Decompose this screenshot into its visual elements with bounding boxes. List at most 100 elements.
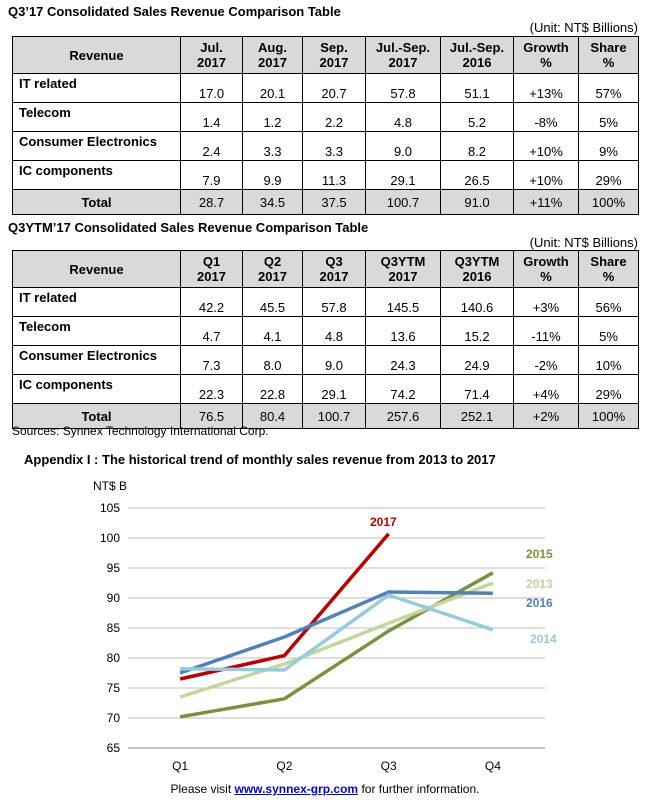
x-tick-label: Q3: [381, 759, 397, 773]
value-cell: 2.2: [302, 102, 366, 132]
value-cell: 9.0: [302, 345, 366, 375]
series-line: [179, 590, 493, 675]
value-cell: +4%: [513, 374, 579, 404]
total-cell: +11%: [513, 189, 579, 215]
header-text: 2017: [388, 55, 418, 70]
header-text: Q3YTM: [380, 254, 426, 269]
header-text: Share: [590, 254, 627, 269]
data-row: Consumer Electronics 7.3 8.0 9.0 24.3 24.9 -2%…: [12, 345, 639, 375]
header-cell: Q2 2017: [242, 250, 303, 288]
y-tick-label: 100: [100, 531, 120, 545]
total-row: Total 76.5 80.4 100.7 257.6 252.1 +2% 100%: [12, 403, 639, 429]
value-cell: 29%: [578, 374, 639, 404]
value-cell: 4.8: [302, 316, 366, 346]
value-cell: 45.5: [242, 287, 303, 317]
header-text: %: [602, 269, 615, 284]
footer-text: Please visit: [170, 782, 235, 796]
x-tick-label: Q1: [172, 759, 188, 773]
y-tick-label: 90: [107, 591, 121, 605]
y-tick-label: 85: [107, 621, 121, 635]
value-cell: 13.6: [365, 316, 441, 346]
header-text: 2016: [462, 55, 492, 70]
total-cell: 100.7: [365, 189, 441, 215]
header-cell: Revenue: [12, 250, 181, 288]
total-cell: 34.5: [242, 189, 303, 215]
value-cell: 140.6: [440, 287, 514, 317]
header-text: Share: [590, 40, 627, 55]
header-cell: Sep. 2017: [302, 36, 366, 74]
header-text: Sep.: [320, 40, 348, 55]
value-cell: 5%: [578, 316, 639, 346]
header-text: %: [540, 55, 552, 70]
header-text: Q1: [202, 254, 221, 269]
value-cell: 145.5: [365, 287, 441, 317]
table-title: Q3YTM’17 Consolidated Sales Revenue Comp…: [8, 220, 369, 235]
header-row: Revenue Q1 2017 Q2 2017 Q3 2017 Q3YTM 2017 Q3YTM 2…: [12, 250, 639, 288]
value-cell: 56%: [578, 287, 639, 317]
header-text: Q2: [263, 254, 282, 269]
total-cell: 28.7: [180, 189, 243, 215]
header-text: Jul.: [200, 40, 223, 55]
value-cell: 26.5: [440, 160, 514, 190]
header-cell: Jul.-Sep. 2017: [365, 36, 441, 74]
y-tick-label: 105: [100, 501, 120, 515]
series-line: [179, 581, 494, 699]
total-label: Total: [12, 403, 181, 429]
website-link[interactable]: www.synnex-grp.com: [234, 782, 359, 796]
y-tick-label: 70: [107, 711, 121, 725]
value-cell: 24.9: [440, 345, 514, 375]
total-cell: 100%: [578, 403, 639, 429]
value-cell: +10%: [513, 160, 579, 190]
y-tick-label: 95: [107, 561, 121, 575]
legend-label: 2015: [526, 547, 553, 561]
data-row: IT related 17.0 20.1 20.7 57.8 51.1 +13% 57%: [12, 73, 639, 103]
value-cell: -2%: [513, 345, 579, 375]
header-text: Q3YTM: [454, 254, 500, 269]
value-cell: 4.1: [242, 316, 303, 346]
value-cell: 74.2: [365, 374, 441, 404]
sales-table: Revenue Jul. 2017 Aug. 2017 Sep. 2017 Jul.-Sep.…: [12, 36, 639, 215]
value-cell: 1.2: [242, 102, 303, 132]
header-cell: Jul. 2017: [180, 36, 243, 74]
value-cell: 20.7: [302, 73, 366, 103]
footer-text: for further information.: [358, 782, 480, 796]
total-row: Total 28.7 34.5 37.5 100.7 91.0 +11% 100%: [12, 189, 639, 215]
value-cell: 8.0: [242, 345, 303, 375]
y-tick-label: 65: [107, 741, 121, 755]
chart: NT$ B 65 70 75 80 85 90 95 100 105 Q1 Q2 Q3 Q4 2017 201…: [93, 479, 557, 773]
sources-note: Sources: Synnex Technology International…: [12, 424, 269, 438]
value-cell: 42.2: [180, 287, 243, 317]
row-label: IC components: [12, 160, 181, 190]
data-row: Telecom 4.7 4.1 4.8 13.6 15.2 -11% 5%: [12, 316, 639, 346]
row-label: IT related: [12, 73, 181, 103]
total-cell: 37.5: [302, 189, 366, 215]
data-row: IT related 42.2 45.5 57.8 145.5 140.6 +3% 56%: [12, 287, 639, 317]
sales-table: Revenue Q1 2017 Q2 2017 Q3 2017 Q3YTM 2017 Q3YTM 2…: [12, 250, 639, 429]
value-cell: 9.9: [242, 160, 303, 190]
row-label: Consumer Electronics: [12, 131, 181, 161]
value-cell: 71.4: [440, 374, 514, 404]
total-cell: +2%: [513, 403, 579, 429]
value-cell: 8.2: [440, 131, 514, 161]
value-cell: 22.3: [180, 374, 243, 404]
header-cell: Q3 2017: [302, 250, 366, 288]
row-label: Telecom: [12, 102, 181, 132]
value-cell: 1.4: [180, 102, 243, 132]
data-row: IC components 7.9 9.9 11.3 29.1 26.5 +10% 29%: [12, 160, 639, 190]
unit-note: (Unit: NT$ Billions): [529, 20, 638, 35]
total-cell: 91.0: [440, 189, 514, 215]
value-cell: +3%: [513, 287, 579, 317]
data-row: IC components 22.3 22.8 29.1 74.2 71.4 +4% 29%: [12, 374, 639, 404]
legend-label: 2014: [530, 632, 557, 646]
row-label: IT related: [12, 287, 181, 317]
x-tick-label: Q2: [276, 759, 292, 773]
header-cell: Q3YTM 2017: [365, 250, 441, 288]
header-row: Revenue Jul. 2017 Aug. 2017 Sep. 2017 Jul.-Sep.…: [12, 36, 639, 74]
header-text: Q3: [325, 254, 343, 269]
value-cell: 4.8: [365, 102, 441, 132]
header-cell: Growth%: [513, 36, 579, 74]
header-text: 2017: [319, 269, 349, 284]
header-cell: Share%: [578, 250, 639, 288]
value-cell: 24.3: [365, 345, 441, 375]
header-text: Growth: [523, 40, 569, 55]
